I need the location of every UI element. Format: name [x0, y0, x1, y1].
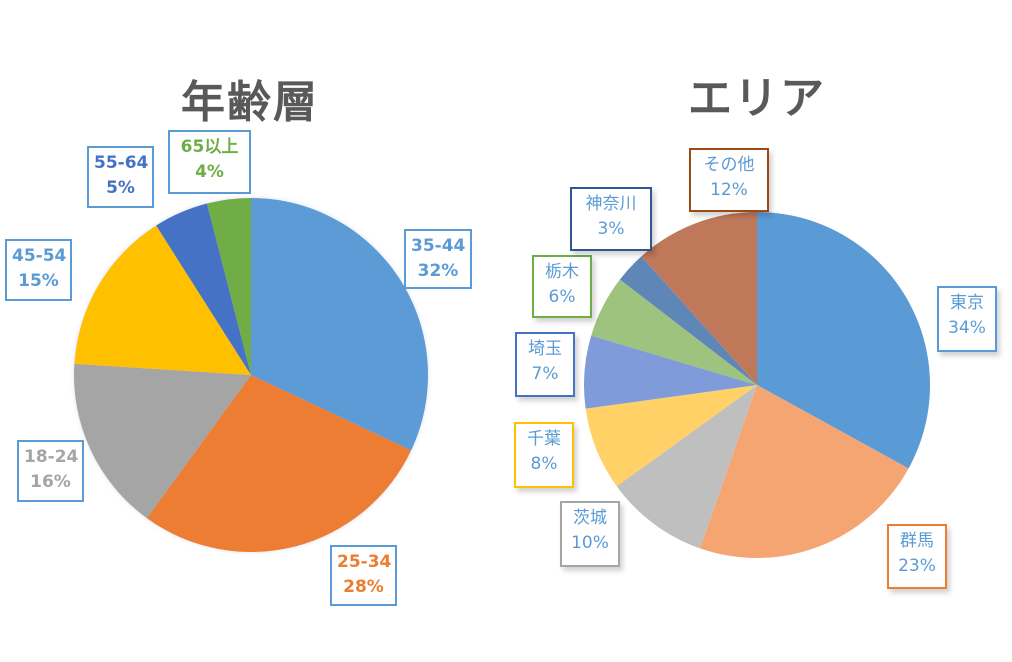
pie-slice-その他	[641, 212, 757, 385]
label-percent: 16%	[30, 472, 71, 492]
label-percent: 5%	[106, 178, 135, 198]
pie-slice-茨城	[616, 385, 757, 549]
label-percent: 32%	[417, 261, 459, 281]
pie-slice-45-54	[74, 225, 251, 375]
label-category: 茨城	[573, 508, 607, 528]
label-percent: 15%	[18, 271, 59, 291]
area-label-kanagawa: 神奈川 3%	[570, 187, 652, 251]
label-percent: 3%	[597, 219, 625, 239]
age-label-45-54: 45-54 15%	[5, 239, 72, 301]
pie-slice-千葉	[585, 385, 757, 487]
age-label-55-64: 55-64 5%	[87, 146, 154, 208]
pie-slice-65以上	[206, 198, 251, 375]
area-label-saitama: 埼玉 7%	[515, 332, 575, 397]
pie-slice-東京	[757, 212, 931, 469]
label-category: 65以上	[180, 137, 239, 157]
label-category: 35-44	[411, 236, 466, 256]
pie-slice-埼玉	[584, 335, 757, 409]
label-category: 45-54	[12, 246, 67, 266]
age-label-18-24: 18-24 16%	[17, 440, 84, 502]
label-percent: 6%	[548, 287, 576, 307]
pie-slice-25-34	[146, 375, 412, 553]
pie-slice-18-24	[74, 363, 251, 519]
label-percent: 8%	[530, 454, 558, 474]
label-category: 群馬	[900, 531, 934, 551]
label-category: 55-64	[94, 153, 149, 173]
label-percent: 28%	[343, 577, 384, 597]
label-percent: 10%	[571, 533, 609, 553]
label-percent: 23%	[898, 556, 936, 576]
area-pie	[584, 212, 931, 558]
pie-slice-群馬	[700, 385, 909, 558]
pie-slice-栃木	[591, 279, 757, 385]
pie-slice-35-44	[251, 198, 428, 451]
label-category: その他	[703, 155, 755, 175]
pie-slice-神奈川	[619, 256, 757, 385]
area-label-tochigi: 栃木 6%	[532, 255, 592, 318]
label-category: 東京	[950, 293, 984, 313]
age-label-35-44: 35-44 32%	[404, 229, 472, 289]
label-percent: 34%	[948, 318, 986, 338]
area-label-chiba: 千葉 8%	[514, 422, 574, 488]
age-label-25-34: 25-34 28%	[330, 545, 397, 606]
label-category: 25-34	[337, 552, 392, 572]
label-category: 18-24	[24, 447, 79, 467]
label-percent: 12%	[710, 180, 748, 200]
area-label-gunma: 群馬 23%	[887, 524, 947, 589]
area-chart-title: エリア	[688, 73, 826, 124]
label-category: 神奈川	[585, 194, 637, 214]
label-percent: 4%	[195, 162, 224, 182]
label-category: 千葉	[527, 429, 561, 449]
age-label-65-plus: 65以上 4%	[168, 130, 251, 194]
age-pie	[74, 198, 428, 553]
area-label-tokyo: 東京 34%	[937, 286, 997, 352]
label-category: 埼玉	[528, 339, 562, 359]
area-label-other: その他 12%	[689, 148, 769, 212]
label-percent: 7%	[531, 364, 559, 384]
age-chart-title: 年齢層	[181, 77, 319, 128]
label-category: 栃木	[545, 262, 579, 282]
pie-slice-55-64	[156, 203, 251, 375]
area-label-ibaraki: 茨城 10%	[560, 501, 620, 567]
